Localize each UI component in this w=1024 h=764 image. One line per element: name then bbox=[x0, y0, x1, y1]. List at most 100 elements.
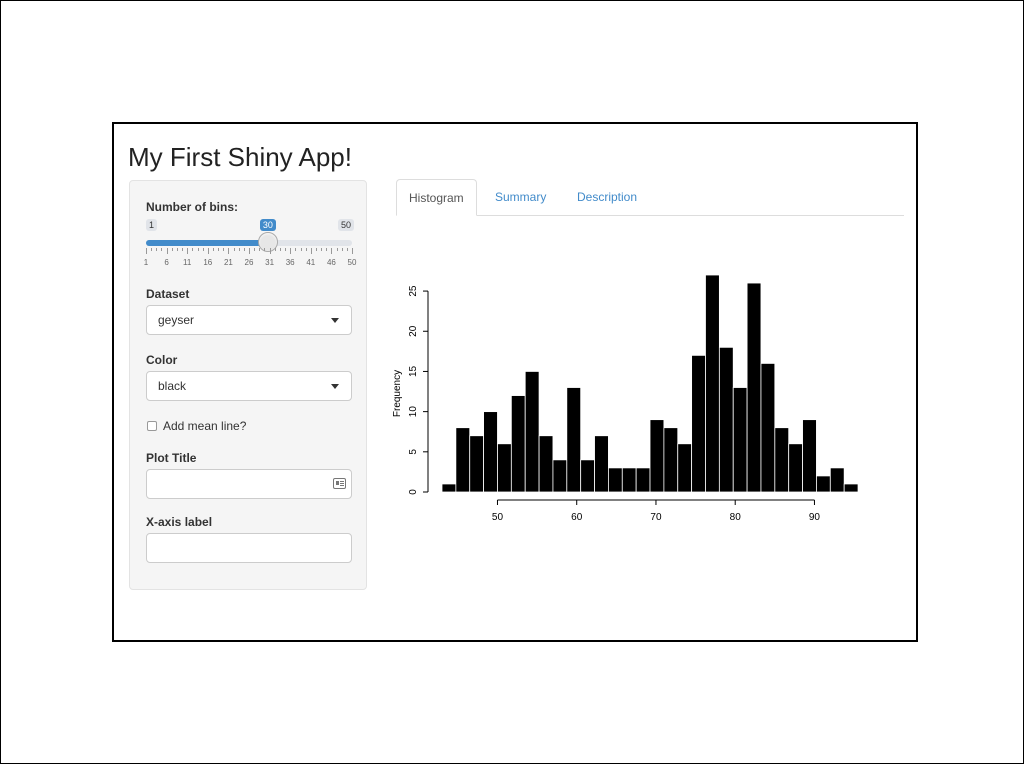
slider-tick bbox=[310, 248, 312, 254]
slider-tick-label: 11 bbox=[183, 258, 192, 267]
bins-label: Number of bins: bbox=[146, 200, 238, 214]
slider-tick bbox=[228, 248, 230, 254]
slider-grid: 1 6 11 16 21 26 31 36 41 46 50 bbox=[144, 248, 356, 268]
slider-tick bbox=[212, 248, 214, 251]
slider-tick-label: 16 bbox=[203, 258, 213, 267]
dataset-label: Dataset bbox=[146, 287, 190, 301]
slider-tick bbox=[290, 248, 292, 254]
slider-tick bbox=[171, 248, 173, 251]
slider-tick bbox=[336, 248, 338, 251]
slider-tick-label: 41 bbox=[306, 258, 316, 267]
slider-tick-label: 36 bbox=[285, 258, 295, 267]
slider-tick bbox=[295, 248, 297, 251]
slider-tick bbox=[146, 248, 147, 254]
slider-tick bbox=[259, 248, 261, 251]
x-tick-label: 80 bbox=[730, 512, 742, 523]
histogram-chart: Frequency 50 60 70 80 90 0 5 10 15 20 25 bbox=[392, 274, 859, 523]
slider-tick-label: 31 bbox=[265, 258, 275, 267]
histogram-bar bbox=[760, 363, 776, 493]
histogram-bar bbox=[649, 419, 665, 493]
slider-tick bbox=[346, 248, 348, 251]
histogram-bar bbox=[816, 475, 831, 493]
plot-title-input[interactable] bbox=[146, 469, 352, 499]
slider-tick bbox=[249, 248, 250, 254]
color-selected-value: black bbox=[158, 379, 187, 393]
mean-line-checkbox[interactable] bbox=[147, 421, 157, 431]
dataset-select[interactable]: geyser bbox=[146, 305, 352, 335]
histogram-bar bbox=[663, 427, 679, 493]
histogram-bar bbox=[621, 467, 637, 493]
y-tick-label: 0 bbox=[408, 489, 419, 495]
slider-tick bbox=[326, 248, 328, 251]
chevron-down-icon bbox=[331, 384, 339, 389]
histogram-bar bbox=[732, 387, 748, 493]
slider-tick bbox=[269, 248, 271, 254]
x-tick-label: 50 bbox=[492, 512, 504, 523]
slider-tick bbox=[315, 248, 317, 251]
slider-tick bbox=[264, 248, 266, 251]
histogram-bar bbox=[538, 435, 554, 493]
bins-slider-track[interactable] bbox=[146, 240, 352, 246]
histogram-bar bbox=[441, 483, 457, 493]
histogram-bar bbox=[510, 395, 526, 493]
slider-tick-label: 26 bbox=[244, 258, 254, 267]
slider-tick bbox=[207, 248, 209, 254]
histogram-bar bbox=[469, 435, 485, 493]
slider-tick bbox=[161, 248, 163, 251]
slider-min-badge: 1 bbox=[146, 219, 158, 231]
chevron-down-icon bbox=[331, 318, 339, 323]
histogram-bar bbox=[774, 427, 790, 493]
y-tick-label: 5 bbox=[408, 449, 419, 455]
slider-tick bbox=[341, 248, 343, 251]
histogram-bar bbox=[705, 274, 720, 493]
tab-bar: Histogram Summary Description bbox=[396, 179, 904, 216]
slider-tick-label: 21 bbox=[223, 258, 233, 267]
slider-tick bbox=[182, 248, 184, 251]
histogram-bar bbox=[524, 371, 540, 493]
color-label: Color bbox=[146, 353, 178, 367]
y-axis-label: Frequency bbox=[392, 370, 403, 417]
slider-tick-label: 46 bbox=[326, 258, 336, 267]
slider-tick bbox=[156, 248, 158, 251]
slider-tick bbox=[197, 248, 199, 251]
histogram-bar bbox=[843, 483, 859, 493]
slider-tick bbox=[202, 248, 204, 251]
x-axis-label-label: X-axis label bbox=[146, 515, 213, 529]
histogram-bar bbox=[608, 467, 623, 493]
sidebar-panel: Number of bins: 1 50 30 1 6 11 16 21 26 31 36 41… bbox=[129, 180, 367, 590]
slider-tick bbox=[321, 248, 323, 251]
x-tick-label: 60 bbox=[571, 512, 583, 523]
x-tick-label: 90 bbox=[809, 512, 821, 523]
slider-tick bbox=[187, 248, 189, 254]
slider-tick-label: 6 bbox=[164, 258, 169, 267]
contact-card-icon bbox=[333, 478, 346, 489]
slider-max-badge: 50 bbox=[338, 219, 355, 231]
app-window: My First Shiny App! Number of bins: 1 50… bbox=[112, 122, 918, 642]
histogram-bar bbox=[455, 427, 471, 493]
histogram-bar bbox=[580, 459, 595, 493]
histogram-bar bbox=[566, 387, 582, 493]
dataset-selected-value: geyser bbox=[158, 313, 195, 327]
slider-tick bbox=[254, 248, 256, 251]
slider-tick bbox=[285, 248, 287, 251]
slider-tick bbox=[305, 248, 307, 251]
x-axis-label-input[interactable] bbox=[146, 533, 352, 563]
slider-tick bbox=[331, 248, 333, 254]
histogram-bar bbox=[552, 459, 568, 493]
slider-tick bbox=[166, 248, 168, 254]
tab-summary[interactable]: Summary bbox=[495, 190, 547, 204]
histogram-bar bbox=[802, 419, 817, 493]
y-tick-label: 15 bbox=[408, 365, 419, 377]
mean-line-label[interactable]: Add mean line? bbox=[163, 419, 247, 433]
slider-tick bbox=[192, 248, 194, 251]
histogram-bar bbox=[635, 467, 651, 493]
tab-description[interactable]: Description bbox=[577, 190, 638, 204]
slider-tick bbox=[352, 248, 353, 254]
tab-histogram[interactable]: Histogram bbox=[396, 179, 477, 216]
histogram-bar bbox=[594, 435, 609, 493]
bins-slider-handle[interactable] bbox=[257, 232, 278, 252]
slider-tick bbox=[176, 248, 178, 251]
y-tick-label: 25 bbox=[408, 285, 419, 297]
color-select[interactable]: black bbox=[146, 371, 352, 401]
y-tick-label: 20 bbox=[408, 325, 419, 337]
